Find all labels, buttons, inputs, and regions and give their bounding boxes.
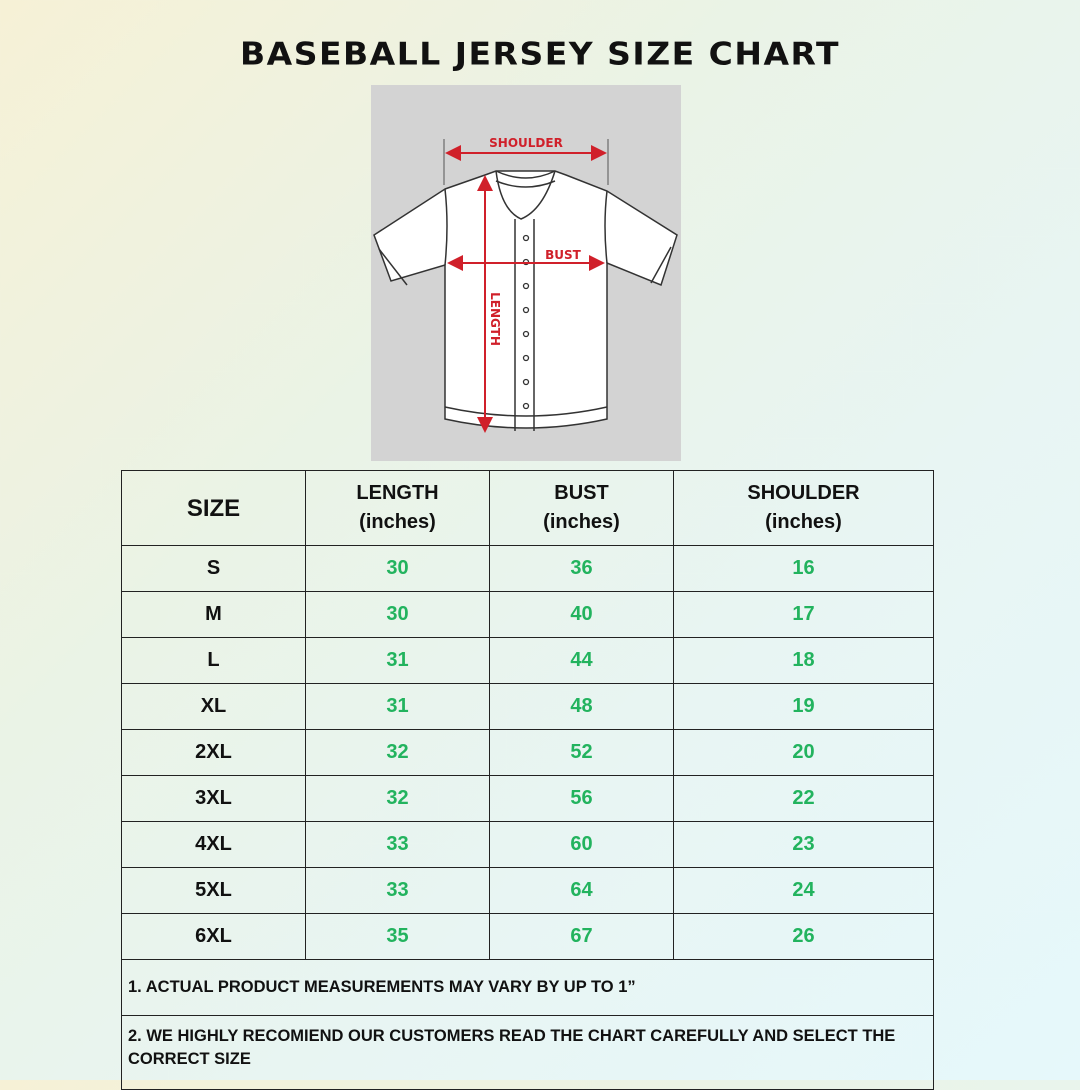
note-2: 2. WE HIGHLY RECOMIEND OUR CUSTOMERS REA… <box>121 1015 934 1090</box>
table-row: 2XL 32 52 20 <box>121 729 934 776</box>
page-title: BASEBALL JERSEY SIZE CHART <box>240 34 840 73</box>
size-cell: 2XL <box>121 729 306 776</box>
length-cell: 33 <box>305 821 490 868</box>
shoulder-cell: 23 <box>673 821 934 868</box>
shoulder-cell: 22 <box>673 775 934 822</box>
length-cell: 31 <box>305 683 490 730</box>
length-cell: 32 <box>305 729 490 776</box>
header-unit: (inches) <box>765 511 842 533</box>
bust-cell: 36 <box>489 545 674 592</box>
table-row: 5XL 33 64 24 <box>121 867 934 914</box>
jersey-diagram: SHOULDER BUST LENGTH <box>371 85 681 461</box>
bust-cell: 64 <box>489 867 674 914</box>
table-row: M 30 40 17 <box>121 591 934 638</box>
length-cell: 30 <box>305 591 490 638</box>
header-size: SIZE <box>121 470 306 546</box>
header-row: SIZE LENGTH (inches) BUST (inches) SHOULDE… <box>121 470 934 546</box>
bust-label: BUST <box>545 248 582 262</box>
table-row: 4XL 33 60 23 <box>121 821 934 868</box>
header-length: LENGTH (inches) <box>305 470 490 546</box>
note-row: 1. ACTUAL PRODUCT MEASUREMENTS MAY VARY … <box>121 959 934 1016</box>
length-cell: 35 <box>305 913 490 960</box>
table-row: 3XL 32 56 22 <box>121 775 934 822</box>
header-bust: BUST (inches) <box>489 470 674 546</box>
shoulder-label: SHOULDER <box>489 136 563 150</box>
shoulder-cell: 19 <box>673 683 934 730</box>
bust-cell: 56 <box>489 775 674 822</box>
header-main: BUST <box>554 482 609 504</box>
size-cell: 4XL <box>121 821 306 868</box>
header-main: LENGTH <box>356 482 439 504</box>
size-cell: 5XL <box>121 867 306 914</box>
length-label: LENGTH <box>488 292 502 346</box>
length-cell: 30 <box>305 545 490 592</box>
length-cell: 31 <box>305 637 490 684</box>
bust-cell: 40 <box>489 591 674 638</box>
header-main: SHOULDER <box>747 482 860 504</box>
size-cell: 6XL <box>121 913 306 960</box>
shoulder-cell: 24 <box>673 867 934 914</box>
shoulder-cell: 20 <box>673 729 934 776</box>
size-cell: XL <box>121 683 306 730</box>
bust-cell: 60 <box>489 821 674 868</box>
bust-cell: 44 <box>489 637 674 684</box>
bust-cell: 52 <box>489 729 674 776</box>
header-unit: (inches) <box>543 511 620 533</box>
shoulder-cell: 16 <box>673 545 934 592</box>
note-1: 1. ACTUAL PRODUCT MEASUREMENTS MAY VARY … <box>121 959 934 1016</box>
size-table: SIZE LENGTH (inches) BUST (inches) SHOULDE… <box>121 470 934 1090</box>
table-row: 6XL 35 67 26 <box>121 913 934 960</box>
bust-cell: 48 <box>489 683 674 730</box>
size-cell: S <box>121 545 306 592</box>
header-shoulder: SHOULDER (inches) <box>673 470 934 546</box>
size-cell: 3XL <box>121 775 306 822</box>
shoulder-cell: 17 <box>673 591 934 638</box>
header-unit: (inches) <box>359 511 436 533</box>
size-cell: L <box>121 637 306 684</box>
table-row: L 31 44 18 <box>121 637 934 684</box>
table-row: XL 31 48 19 <box>121 683 934 730</box>
bust-cell: 67 <box>489 913 674 960</box>
size-cell: M <box>121 591 306 638</box>
length-cell: 33 <box>305 867 490 914</box>
shoulder-cell: 26 <box>673 913 934 960</box>
shoulder-cell: 18 <box>673 637 934 684</box>
table-row: S 30 36 16 <box>121 545 934 592</box>
length-cell: 32 <box>305 775 490 822</box>
jersey-icon: SHOULDER BUST LENGTH <box>373 136 678 433</box>
note-row: 2. WE HIGHLY RECOMIEND OUR CUSTOMERS REA… <box>121 1015 934 1090</box>
